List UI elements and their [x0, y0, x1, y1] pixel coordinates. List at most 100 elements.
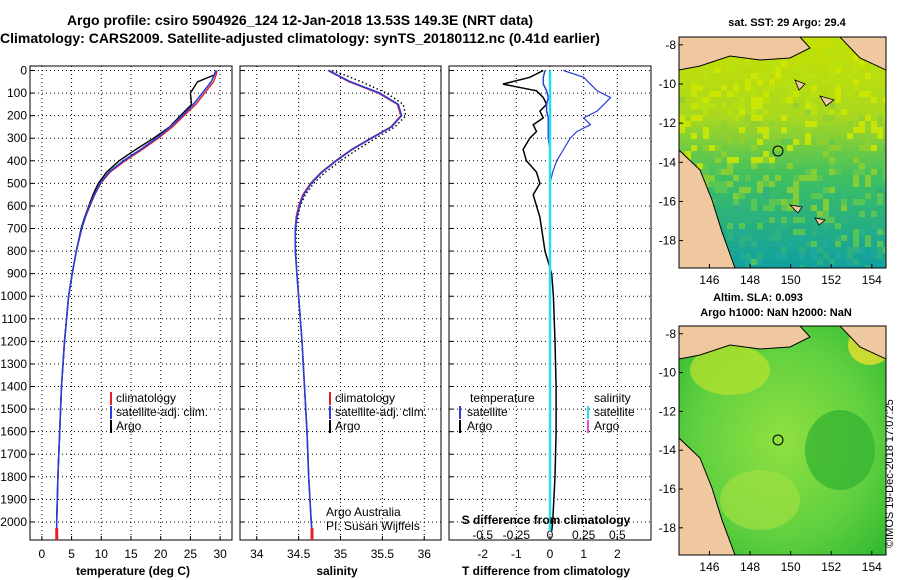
sst-cell [877, 115, 883, 121]
sst-cell [775, 241, 781, 247]
legend-label-argo: Argo [335, 419, 361, 433]
sst-cell [715, 187, 721, 193]
depth-tick-label: 200 [7, 109, 27, 123]
sst-cell [793, 91, 799, 97]
sst-cell [829, 157, 835, 163]
sst-cell [853, 235, 859, 241]
sst-cell [715, 169, 721, 175]
sst-cell [829, 61, 835, 67]
sst-cell [745, 175, 751, 181]
sst-cell [859, 211, 865, 217]
sst-cell [745, 85, 751, 91]
sst-cell [763, 151, 769, 157]
sst-cell [847, 121, 853, 127]
sst-cell [727, 217, 733, 223]
sst-cell [799, 247, 805, 253]
sst-cell [877, 121, 883, 127]
sst-cell [883, 145, 886, 151]
sst-cell [685, 121, 691, 127]
sst-cell [805, 103, 811, 109]
sst-cell [805, 175, 811, 181]
map-lon-label: 150 [781, 560, 801, 574]
sst-cell [739, 223, 745, 229]
sst-cell [697, 97, 703, 103]
depth-tick-label: 100 [7, 86, 27, 100]
depth-tick-label: 1300 [0, 357, 27, 371]
sst-cell [709, 181, 715, 187]
sst-cell [823, 223, 829, 229]
sst-cell [877, 133, 883, 139]
sst-cell [793, 151, 799, 157]
sst-cell [793, 127, 799, 133]
sst-cell [763, 193, 769, 199]
sst-cell [775, 253, 781, 259]
sst-cell [799, 73, 805, 79]
sst-cell [829, 73, 835, 79]
sst-cell [871, 133, 877, 139]
sst-cell [727, 229, 733, 235]
x-tick-label: 10 [95, 547, 109, 561]
sst-cell [877, 199, 883, 205]
sst-cell [817, 139, 823, 145]
sst-cell [829, 169, 835, 175]
sst-cell [697, 85, 703, 91]
sst-cell [859, 229, 865, 235]
sst-cell [871, 145, 877, 151]
sst-cell [745, 151, 751, 157]
sst-cell [859, 127, 865, 133]
sst-cell [733, 103, 739, 109]
salinity-axis-label: salinity [316, 564, 358, 578]
sst-cell [715, 67, 721, 73]
s-diff-tick-label: 0.25 [572, 528, 596, 542]
legend-label-satellite: satellite-adj. clim. [116, 405, 208, 419]
sla-map-title-line1: Altim. SLA: 0.093 [713, 292, 803, 304]
sst-cell [823, 211, 829, 217]
map-lat-label: -18 [659, 521, 677, 535]
sst-cell [847, 73, 853, 79]
sst-cell [811, 151, 817, 157]
sst-cell [853, 127, 859, 133]
sst-cell [733, 85, 739, 91]
sst-cell [853, 157, 859, 163]
depth-tick-label: 1900 [0, 492, 27, 506]
sst-cell [793, 67, 799, 73]
depth-tick-label: 1800 [0, 470, 27, 484]
sst-cell [751, 115, 757, 121]
sst-cell [721, 85, 727, 91]
difference-panel: -2 -1 0 1 2 -0.5 -0.25 0 0.25 0.5 [448, 65, 652, 561]
sst-cell [757, 121, 763, 127]
sst-cell [763, 73, 769, 79]
plot-frame [29, 65, 233, 541]
sst-cell [745, 115, 751, 121]
sst-cell [727, 157, 733, 163]
sst-cell [787, 79, 793, 85]
sst-cell [829, 115, 835, 121]
x-tick-label: 30 [213, 547, 227, 561]
sst-cell [763, 181, 769, 187]
sst-cell [757, 127, 763, 133]
land-papua-tip [839, 37, 886, 71]
sst-cell [877, 247, 883, 253]
sst-cell [787, 139, 793, 145]
plot-frame [239, 65, 442, 541]
sst-cell [769, 157, 775, 163]
sst-cell [781, 61, 787, 67]
sst-cell [853, 229, 859, 235]
sst-cell [757, 97, 763, 103]
sst-cell [787, 205, 793, 211]
sla-map-frame [678, 325, 887, 556]
sst-cell [751, 241, 757, 247]
sst-cell [835, 91, 841, 97]
sst-cell [697, 115, 703, 121]
sst-cell [793, 187, 799, 193]
map-lat-label: -8 [665, 38, 676, 52]
sst-cell [811, 103, 817, 109]
sst-cell [769, 235, 775, 241]
sst-cell [829, 91, 835, 97]
sst-cell [835, 49, 841, 55]
sst-cell [793, 175, 799, 181]
sst-cell [793, 157, 799, 163]
sst-cell [739, 97, 745, 103]
sst-map [679, 37, 886, 268]
sst-cell [883, 247, 886, 253]
